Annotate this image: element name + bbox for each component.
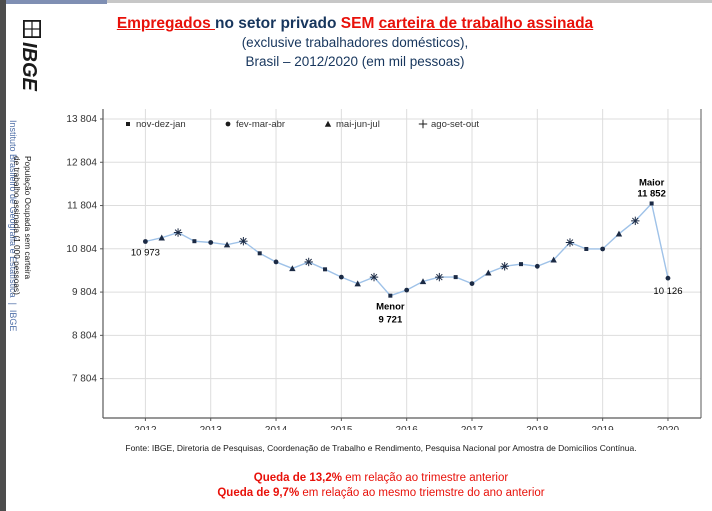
svg-text:13 804: 13 804 bbox=[66, 114, 97, 125]
svg-text:2016: 2016 bbox=[396, 425, 419, 430]
svg-text:IBGE: IBGE bbox=[18, 42, 40, 92]
svg-text:mai-jun-jul: mai-jun-jul bbox=[336, 119, 380, 130]
svg-text:ago-set-out: ago-set-out bbox=[431, 119, 479, 130]
svg-text:9 804: 9 804 bbox=[72, 287, 97, 298]
svg-text:8 804: 8 804 bbox=[72, 330, 97, 341]
svg-text:2015: 2015 bbox=[330, 425, 353, 430]
svg-text:10 973: 10 973 bbox=[131, 248, 160, 259]
svg-text:2014: 2014 bbox=[265, 425, 288, 430]
svg-text:11 852: 11 852 bbox=[637, 188, 666, 199]
svg-text:12 804: 12 804 bbox=[66, 157, 97, 168]
svg-text:Maior: Maior bbox=[639, 177, 665, 188]
svg-text:2012: 2012 bbox=[134, 425, 157, 430]
svg-text:Menor: Menor bbox=[376, 302, 405, 313]
svg-text:7 804: 7 804 bbox=[72, 374, 97, 385]
svg-text:nov-dez-jan: nov-dez-jan bbox=[136, 119, 186, 130]
svg-text:9 721: 9 721 bbox=[378, 315, 402, 326]
svg-text:fev-mar-abr: fev-mar-abr bbox=[236, 119, 285, 130]
svg-text:10 804: 10 804 bbox=[66, 244, 97, 255]
svg-text:2018: 2018 bbox=[526, 425, 549, 430]
svg-text:11 804: 11 804 bbox=[67, 201, 97, 212]
svg-text:2020: 2020 bbox=[657, 425, 680, 430]
svg-text:2013: 2013 bbox=[200, 425, 223, 430]
svg-text:2017: 2017 bbox=[461, 425, 484, 430]
svg-text:10 126: 10 126 bbox=[653, 286, 682, 297]
svg-text:2019: 2019 bbox=[592, 425, 615, 430]
